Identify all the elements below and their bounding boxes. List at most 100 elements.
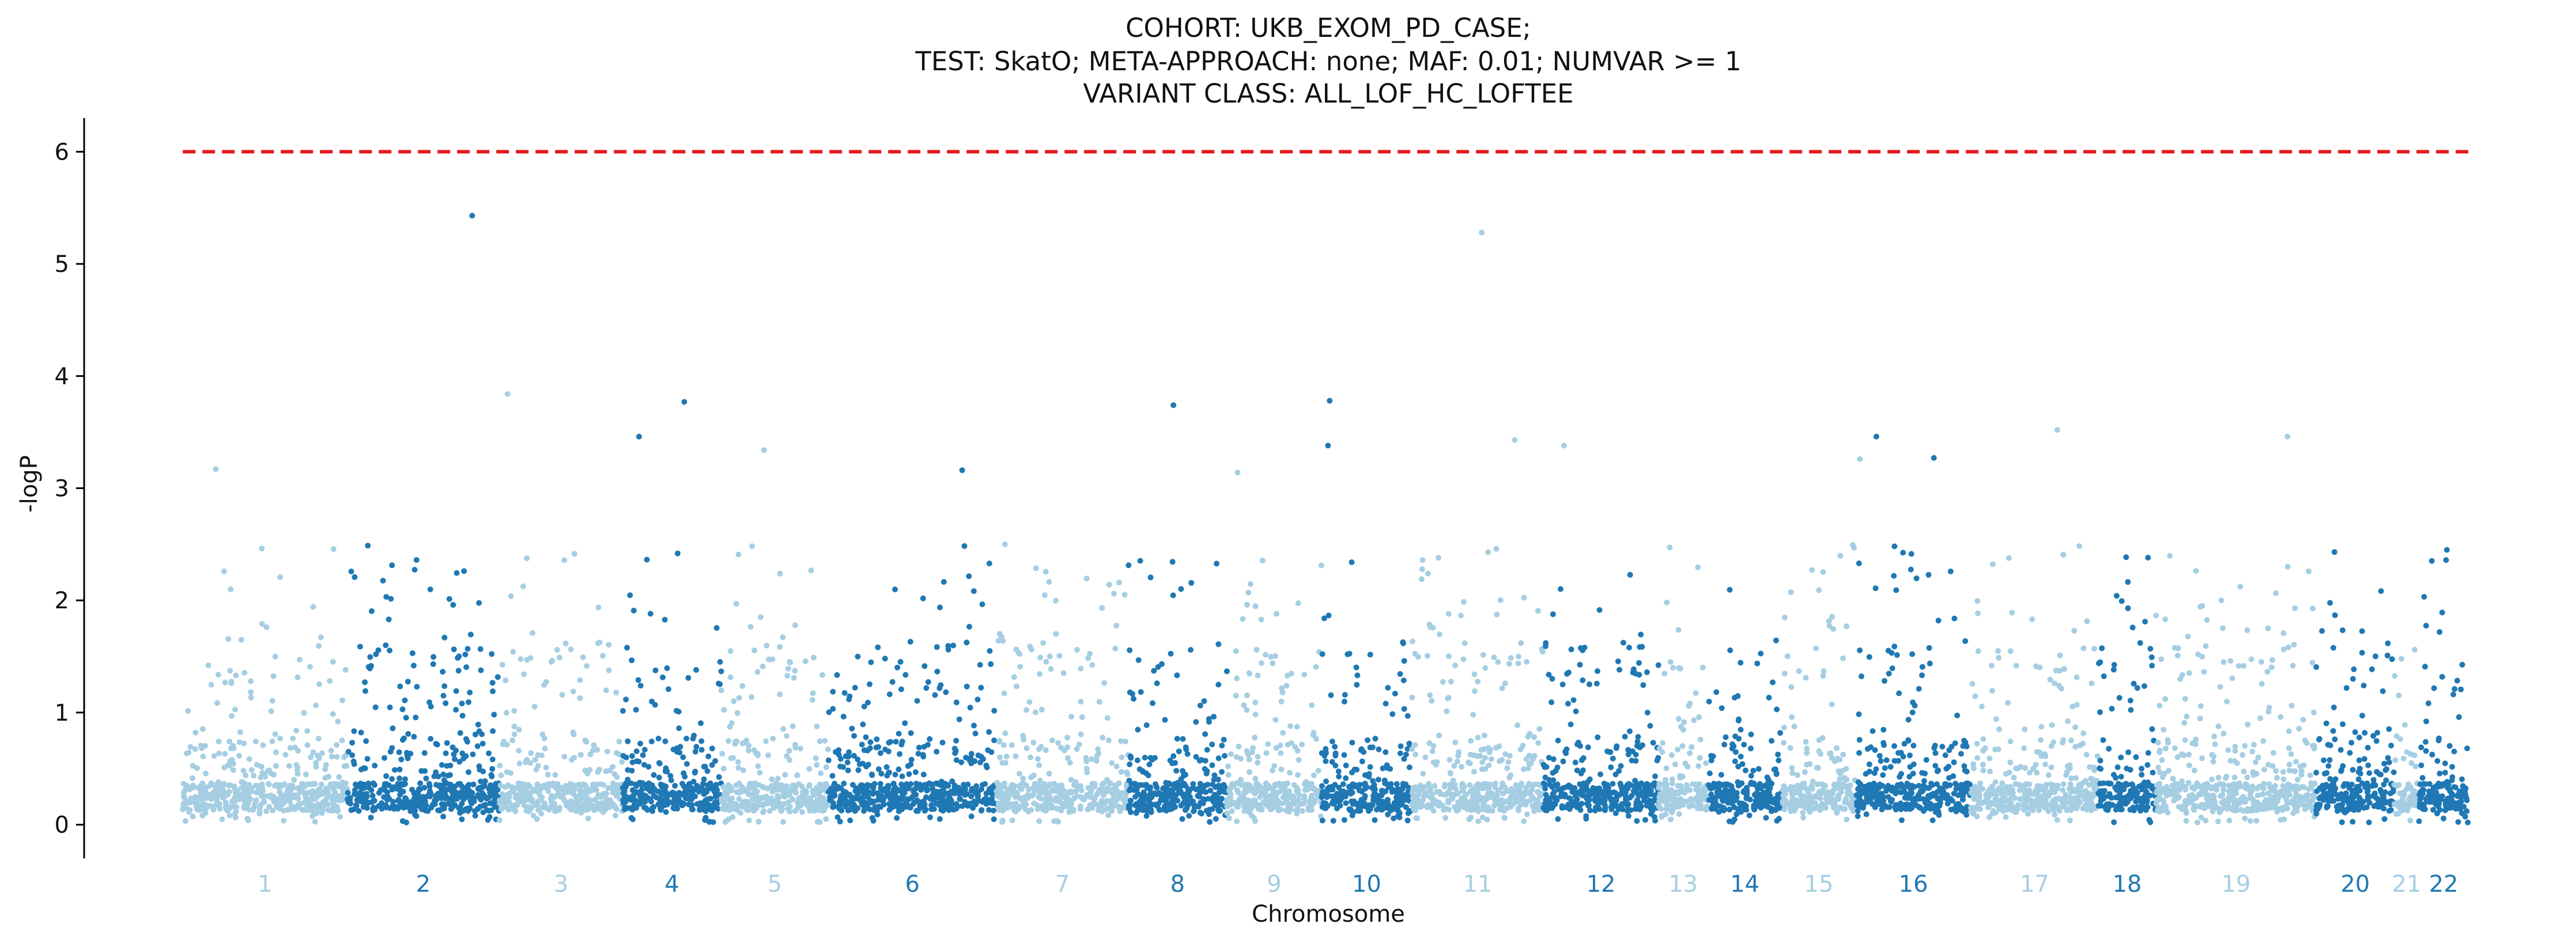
data-point	[852, 788, 859, 794]
data-point	[341, 754, 348, 760]
data-point	[1299, 808, 1305, 814]
data-point	[1190, 781, 1196, 787]
data-point	[693, 667, 699, 673]
data-point	[1323, 778, 1329, 785]
data-point	[1572, 798, 1578, 805]
data-point	[1167, 758, 1173, 764]
data-point	[1329, 759, 1335, 765]
data-point	[1287, 723, 1294, 729]
data-point	[1721, 741, 1728, 748]
data-point	[1267, 785, 1273, 791]
data-point	[1246, 670, 1252, 676]
data-point	[370, 805, 376, 812]
data-point	[530, 789, 536, 795]
data-point	[1531, 781, 1538, 787]
data-point	[1637, 807, 1643, 813]
data-point	[660, 674, 666, 680]
data-point	[587, 767, 593, 773]
data-point	[896, 730, 902, 737]
data-point	[1376, 746, 1382, 752]
data-point	[697, 807, 703, 813]
data-point	[362, 688, 368, 694]
data-point	[345, 790, 351, 796]
data-point	[1285, 780, 1290, 786]
data-point	[552, 772, 558, 778]
data-point	[809, 696, 815, 703]
data-point	[1249, 749, 1255, 755]
data-point	[1676, 798, 1683, 805]
data-point	[1178, 586, 1184, 592]
data-point	[1064, 734, 1071, 741]
data-point	[364, 756, 371, 762]
data-point	[1252, 699, 1259, 706]
data-point	[1209, 762, 1215, 768]
data-point	[1278, 766, 1285, 773]
data-point	[1252, 603, 1259, 609]
data-point	[416, 800, 422, 806]
data-point	[387, 704, 393, 710]
data-point	[1292, 744, 1298, 750]
data-point	[1480, 652, 1486, 658]
data-point	[1634, 818, 1640, 824]
data-point	[1482, 665, 1489, 671]
data-point	[1670, 808, 1676, 814]
data-point	[595, 769, 601, 775]
data-point	[656, 774, 662, 781]
data-point	[1514, 787, 1520, 793]
data-point	[573, 782, 579, 789]
data-point	[466, 699, 471, 705]
data-point	[1278, 750, 1284, 756]
data-point	[357, 643, 363, 650]
data-point	[1492, 784, 1498, 790]
data-point	[1400, 677, 1407, 684]
data-point	[645, 794, 651, 801]
data-point	[433, 769, 439, 775]
data-point	[443, 750, 449, 756]
data-point	[1034, 806, 1041, 812]
data-point	[712, 758, 718, 764]
data-point	[1523, 756, 1529, 762]
data-point	[939, 796, 946, 802]
data-point	[397, 787, 403, 794]
data-point	[1399, 786, 1406, 792]
data-point	[738, 810, 744, 816]
data-point	[421, 785, 428, 791]
data-point	[559, 692, 565, 698]
data-point	[364, 794, 370, 800]
data-point	[838, 808, 845, 813]
data-point	[1525, 733, 1531, 740]
data-point	[1251, 801, 1257, 808]
data-point	[1233, 648, 1239, 654]
data-point	[823, 764, 829, 770]
data-point	[1313, 664, 1319, 670]
data-point	[1397, 671, 1403, 677]
data-point	[299, 807, 305, 813]
data-point	[749, 543, 755, 550]
data-point	[657, 805, 663, 811]
data-point	[1023, 745, 1030, 751]
data-point	[239, 779, 245, 785]
data-point	[1341, 817, 1347, 823]
data-point	[670, 805, 677, 811]
data-point	[308, 754, 314, 760]
data-point	[230, 767, 236, 773]
data-point	[1587, 681, 1592, 687]
data-point	[263, 624, 270, 630]
data-point	[226, 789, 232, 795]
data-point	[1173, 768, 1180, 774]
data-point	[913, 808, 920, 814]
data-point	[1295, 757, 1302, 763]
data-point	[453, 707, 459, 713]
data-point	[763, 793, 769, 800]
data-point	[725, 805, 731, 811]
data-point	[202, 810, 209, 816]
data-point	[979, 601, 985, 607]
data-point	[694, 786, 700, 792]
data-point	[1601, 802, 1608, 808]
data-point	[1285, 805, 1291, 811]
data-point	[1112, 645, 1119, 652]
data-point	[234, 787, 240, 794]
data-point	[320, 790, 327, 797]
data-point	[587, 802, 594, 809]
data-point	[635, 677, 641, 683]
